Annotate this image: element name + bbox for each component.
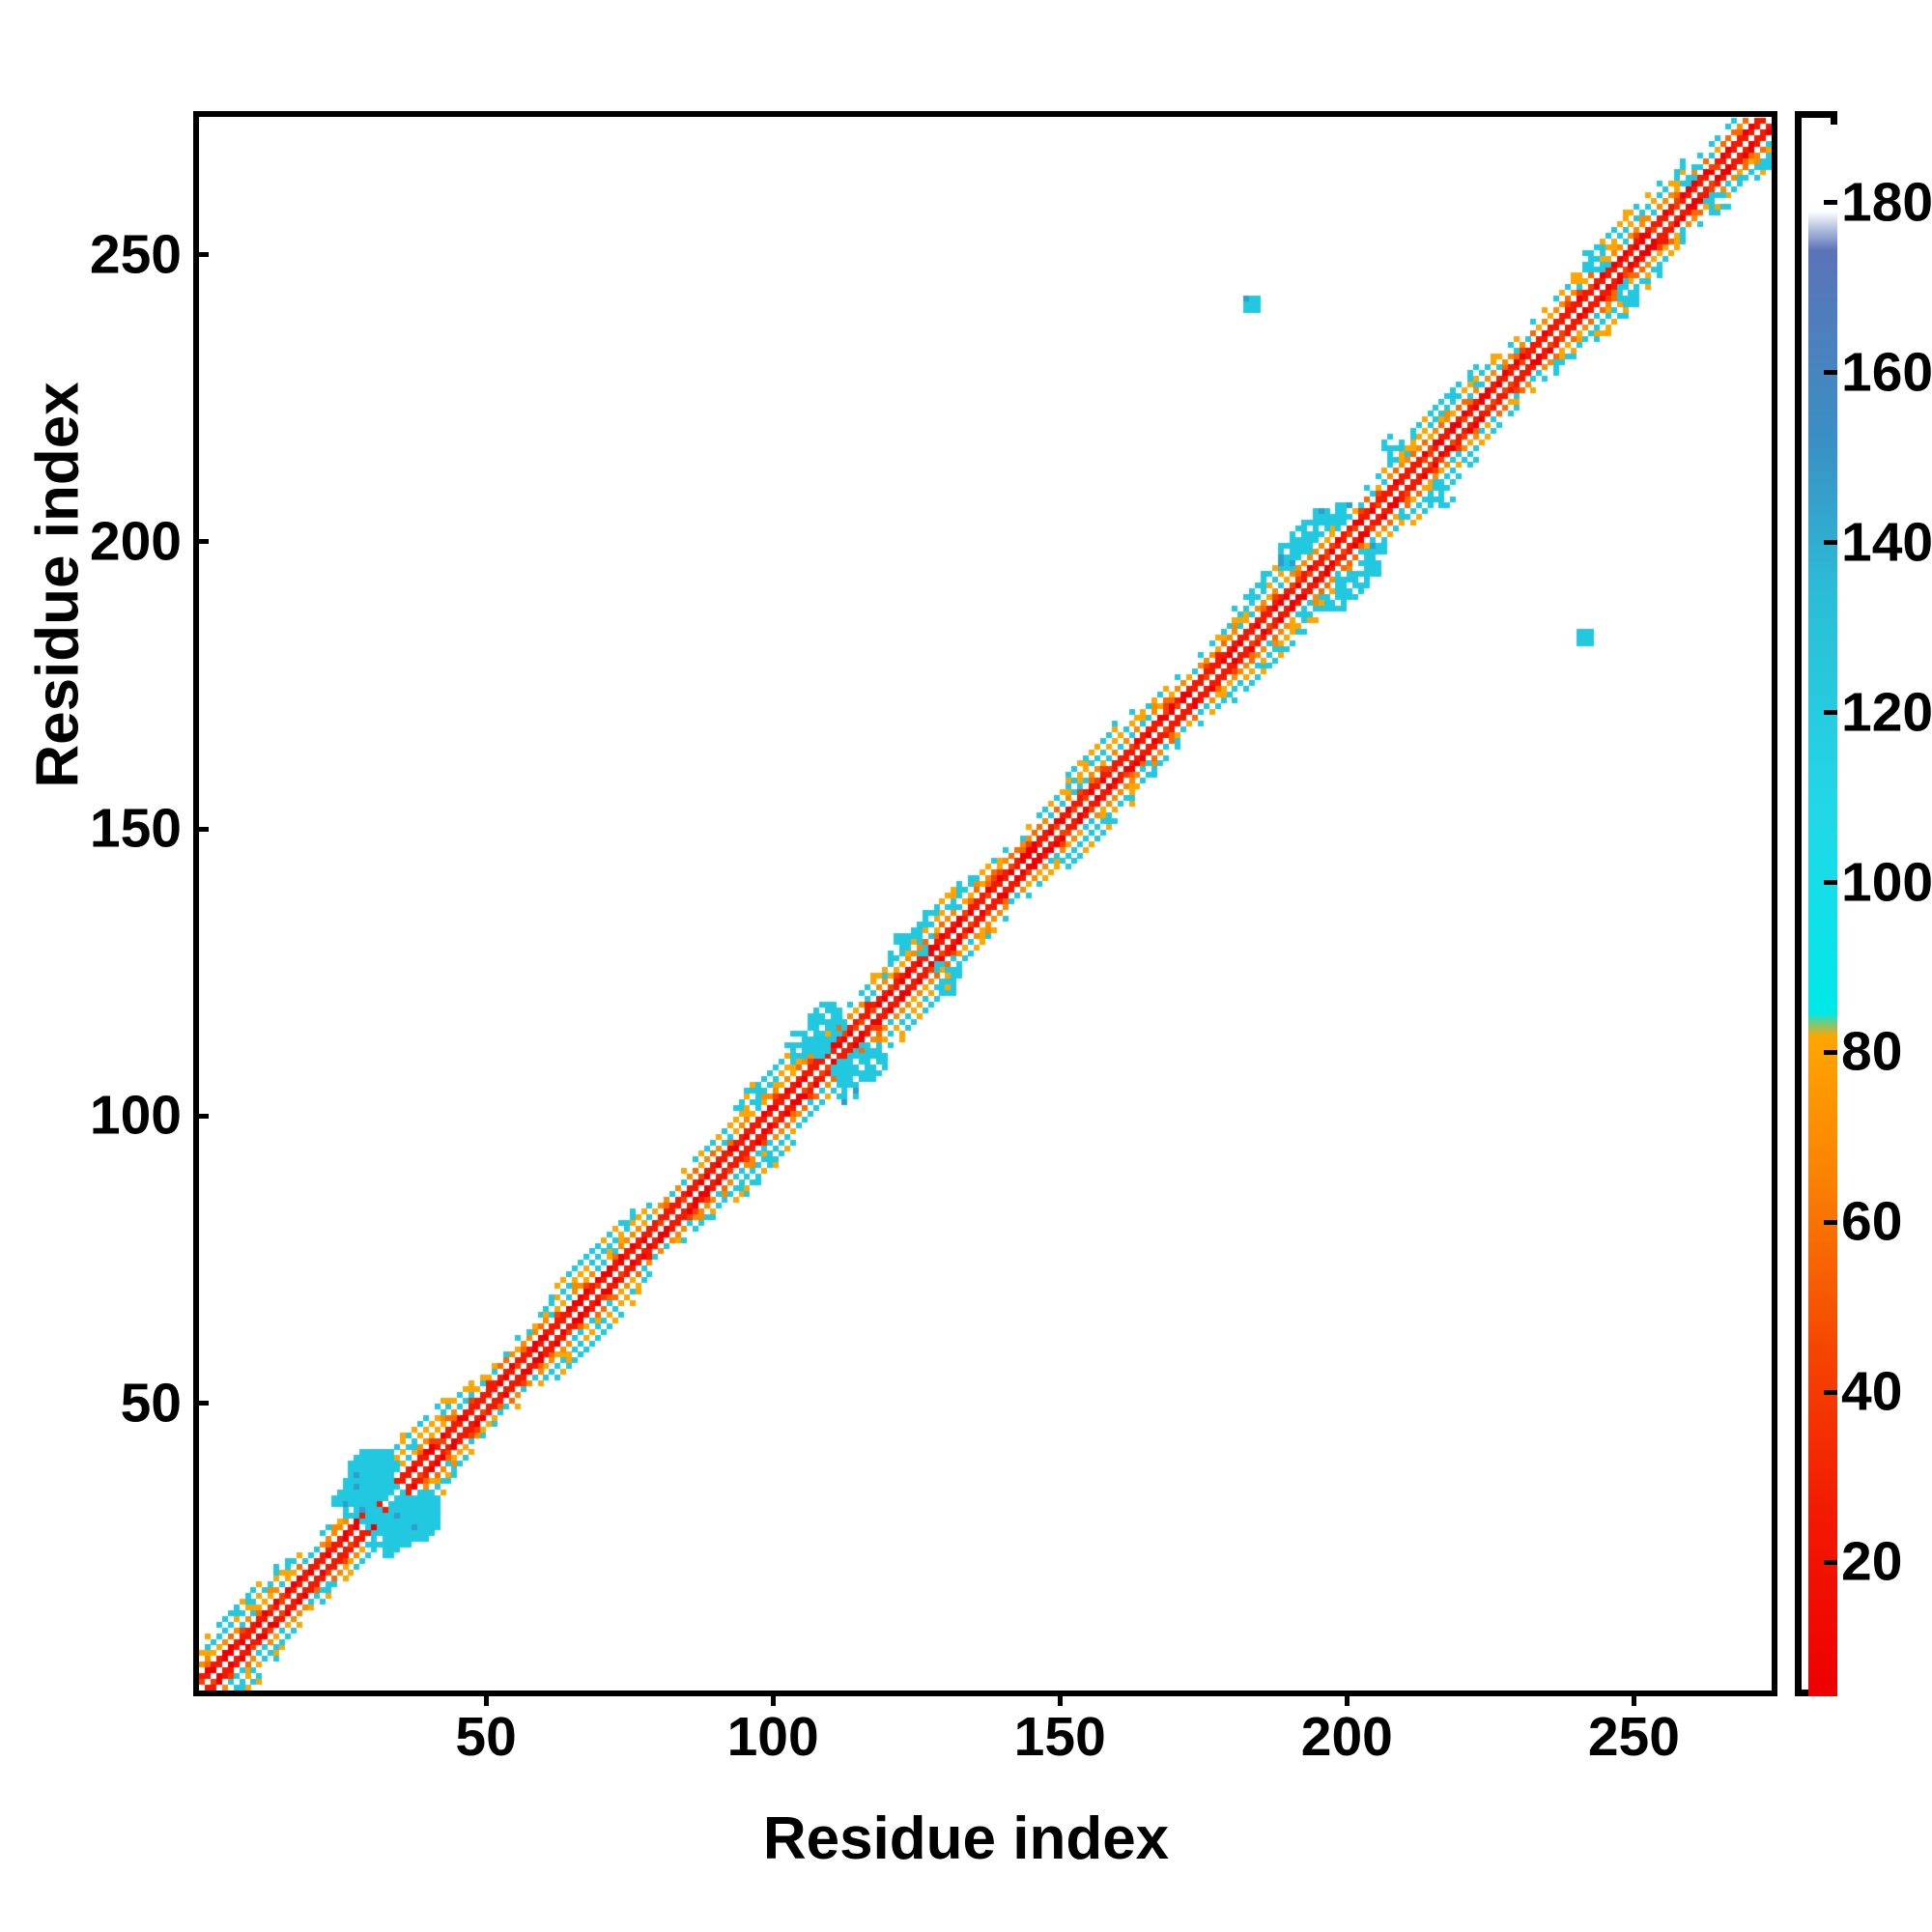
x-tick-mark (1344, 1690, 1350, 1706)
colorbar-tick-mark (1824, 880, 1837, 885)
y-tick-mark (193, 1401, 209, 1406)
colorbar-tick-label: 80 (1841, 1020, 1903, 1083)
x-tick-mark (1057, 1690, 1063, 1706)
y-tick-mark (193, 252, 209, 258)
y-axis-title-wrapper: Residue index (24, 151, 93, 1020)
colorbar-frame (1795, 111, 1837, 1696)
colorbar-tick-label: 140 (1841, 511, 1932, 574)
contact-map-plot-area (193, 111, 1777, 1696)
x-tick-mark (770, 1690, 776, 1706)
y-tick-label: 250 (89, 223, 182, 286)
colorbar-tick-label: 20 (1841, 1530, 1903, 1593)
colorbar-tick-mark (1824, 540, 1837, 546)
y-axis-title: Residue index (24, 382, 92, 788)
colorbar-tick-label: 160 (1841, 341, 1932, 404)
colorbar-gradient (1808, 125, 1837, 1696)
colorbar-tick-label: 100 (1841, 851, 1932, 913)
colorbar-tick-mark (1824, 1389, 1837, 1395)
y-tick-mark (193, 1113, 209, 1119)
colorbar-tick-label: 60 (1841, 1190, 1903, 1253)
colorbar-tick-mark (1824, 370, 1837, 376)
y-tick-mark (193, 826, 209, 832)
y-tick-mark (193, 539, 209, 545)
x-tick-label: 50 (455, 1706, 517, 1768)
x-tick-label: 250 (1587, 1706, 1680, 1768)
colorbar-tick-label: 180 (1841, 171, 1932, 234)
colorbar-tick-label: 40 (1841, 1360, 1903, 1423)
y-tick-label: 50 (120, 1372, 182, 1435)
x-axis-title: Residue index (762, 1805, 1170, 1872)
colorbar-tick-label: 120 (1841, 681, 1932, 744)
colorbar-tick-mark (1824, 710, 1837, 716)
y-tick-label: 100 (89, 1084, 182, 1147)
x-tick-label: 150 (1013, 1706, 1106, 1768)
y-tick-label: 150 (89, 797, 182, 860)
contact-map-heatmap (199, 117, 1772, 1690)
colorbar (1795, 111, 1837, 1696)
y-tick-label: 200 (89, 510, 182, 573)
x-tick-mark (1631, 1690, 1636, 1706)
x-tick-label: 100 (726, 1706, 819, 1768)
colorbar-tick-mark (1824, 200, 1837, 206)
colorbar-tick-mark (1824, 1559, 1837, 1565)
colorbar-tick-mark (1824, 1049, 1837, 1055)
colorbar-tick-mark (1824, 1219, 1837, 1225)
x-tick-label: 200 (1300, 1706, 1393, 1768)
x-tick-mark (483, 1690, 489, 1706)
